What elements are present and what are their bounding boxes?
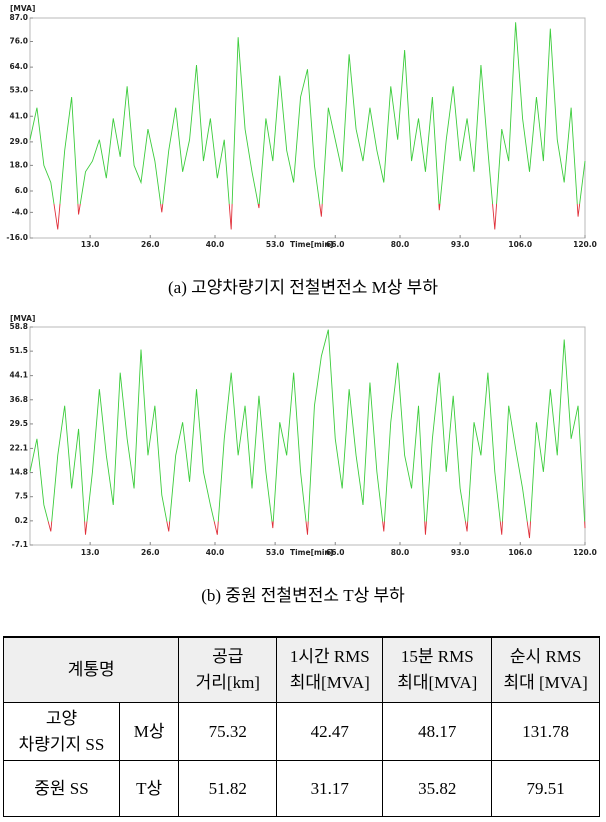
y-tick-label: 22.1 — [9, 443, 28, 452]
y-tick-label: 0.2 — [15, 516, 28, 525]
line: 거리[km] — [195, 673, 260, 692]
line: 공급 — [212, 647, 244, 666]
y-tick-label: 41.0 — [9, 111, 28, 120]
x-tick-label: 120.0 — [573, 240, 597, 249]
cell: 48.17 — [382, 702, 493, 761]
x-tick-label: 53.0 — [266, 548, 285, 557]
x-axis-label: Time[min] — [290, 240, 333, 249]
charts: [MVA]87.076.064.053.041.029.018.06.0-4.0… — [6, 4, 597, 605]
line: 차량기지 SS — [18, 734, 105, 754]
x-tick-label: 80.0 — [391, 240, 410, 249]
y-tick-label: -16.0 — [6, 233, 28, 242]
y-tick-label: 44.1 — [9, 371, 28, 380]
caption: (a) 고양차량기지 전철변전소 M상 부하 — [168, 278, 438, 297]
y-tick-label: 53.0 — [9, 86, 28, 95]
plot-frame — [29, 17, 586, 239]
x-tick-label: 106.0 — [508, 240, 532, 249]
y-tick-label: 18.0 — [9, 160, 28, 169]
x-tick-label: 13.0 — [81, 548, 100, 557]
line: 순시 RMS — [509, 647, 582, 666]
y-tick-label: 64.0 — [9, 62, 28, 71]
x-tick-label: 13.0 — [81, 240, 100, 249]
x-tick-label: 26.0 — [141, 548, 160, 557]
y-tick-label: 76.0 — [9, 36, 28, 45]
x-tick-label: 40.0 — [206, 240, 225, 249]
y-axis-label: [MVA] — [10, 314, 35, 323]
cell: 131.78 — [491, 702, 600, 761]
row: 중원 SS T상 51.82 31.17 35.82 79.51 — [3, 760, 600, 817]
line: 1시간 RMS — [289, 647, 370, 666]
header-cell: 순시 RMS 최대 [MVA] — [491, 636, 600, 703]
y-tick-label: 58.8 — [9, 322, 28, 331]
cell: T상 — [118, 760, 180, 817]
y-tick-label: 87.0 — [9, 13, 28, 22]
cell: 51.82 — [178, 760, 278, 817]
line: 고양 — [45, 708, 78, 728]
x-tick-label: 80.0 — [391, 548, 410, 557]
x-tick-label: 66.0 — [326, 240, 345, 249]
header-cell: 1시간 RMS 최대[MVA] — [276, 636, 384, 703]
y-axis-label: [MVA] — [10, 4, 35, 13]
x-tick-label: 66.0 — [326, 548, 345, 557]
line: 최대[MVA] — [289, 673, 370, 692]
x-tick-label: 93.0 — [451, 240, 470, 249]
cell: 75.32 — [178, 702, 278, 761]
y-tick-label: -4.0 — [12, 207, 28, 216]
cell: M상 — [118, 702, 180, 761]
y-tick-label: 36.8 — [9, 395, 28, 404]
line: 15분 RMS — [400, 647, 474, 666]
plot-frame — [29, 326, 586, 546]
load-line — [29, 22, 586, 230]
load-line — [29, 329, 586, 539]
cell: 31.17 — [276, 760, 384, 817]
header-cell: 15분 RMS 최대[MVA] — [382, 636, 493, 703]
x-tick-label: 53.0 — [266, 240, 285, 249]
x-axis-label: Time[min] — [290, 548, 333, 557]
y-tick-label: 14.8 — [9, 468, 28, 477]
y-tick-label: 6.0 — [15, 186, 28, 195]
header-cell: 계통명 — [2, 636, 180, 703]
x-tick-label: 26.0 — [141, 240, 160, 249]
x-tick-label: 106.0 — [508, 548, 532, 557]
cell: 42.47 — [276, 702, 384, 761]
x-tick-label: 40.0 — [206, 548, 225, 557]
line: 최대 [MVA] — [503, 673, 588, 692]
x-tick-label: 120.0 — [573, 548, 597, 557]
y-tick-label: 51.5 — [9, 346, 28, 355]
cell: 중원 SS — [3, 760, 120, 817]
cell: 35.82 — [382, 760, 493, 817]
y-tick-label: 7.5 — [15, 492, 28, 501]
line: 최대[MVA] — [397, 673, 478, 692]
caption: (b) 중원 전철변전소 T상 부하 — [201, 586, 405, 605]
x-tick-label: 93.0 — [451, 548, 470, 557]
y-tick-label: 29.0 — [9, 137, 28, 146]
cell: 79.51 — [491, 760, 600, 817]
y-tick-label: -7.1 — [12, 540, 28, 549]
y-tick-label: 29.5 — [9, 419, 28, 428]
